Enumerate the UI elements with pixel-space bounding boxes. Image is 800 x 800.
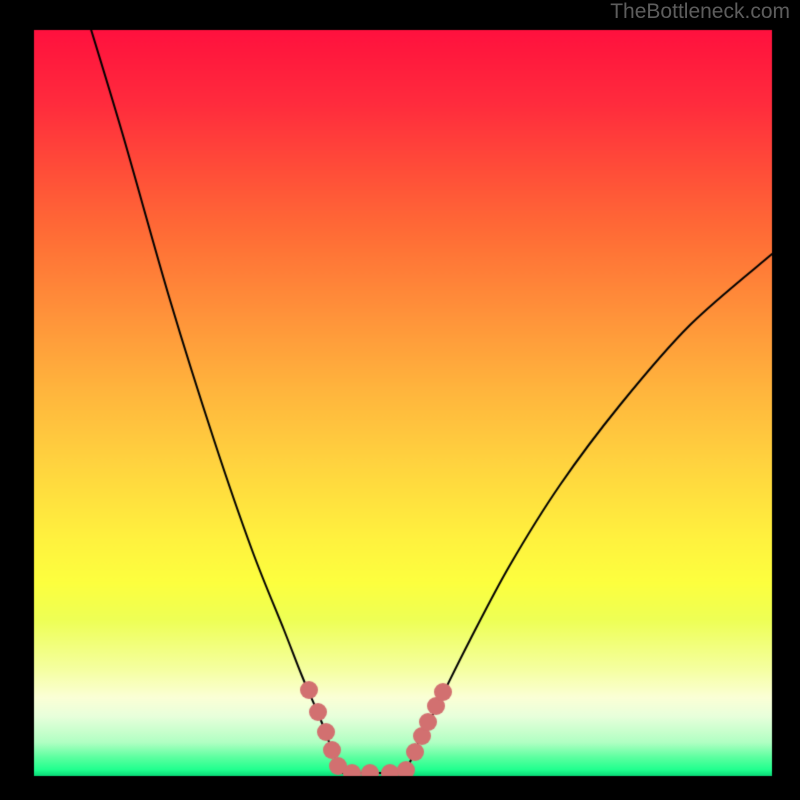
bottleneck-chart-canvas bbox=[0, 0, 800, 800]
